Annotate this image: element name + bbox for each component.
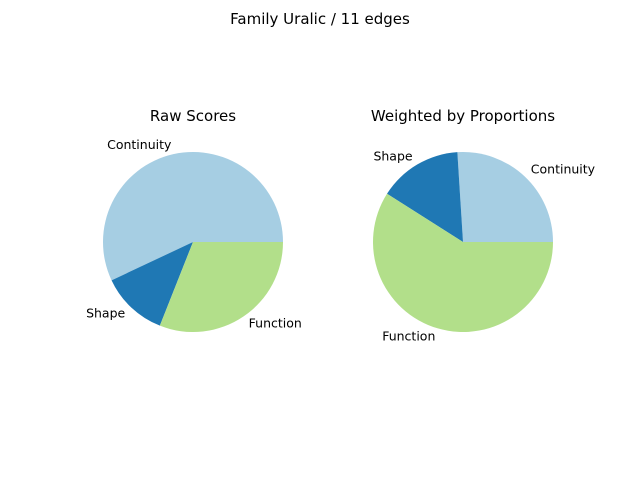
pie-slice-raw-scores-shape (111, 242, 193, 326)
pie-label-raw-scores-shape: Shape (86, 306, 125, 321)
pie-slices-weighted (373, 152, 553, 333)
pie-slice-weighted-shape (387, 152, 463, 242)
pie-labels-raw-scores: Continuity Shape Function (86, 137, 302, 331)
pie-slice-weighted-function (373, 193, 553, 333)
pie-title-raw-scores: Raw Scores (150, 107, 236, 125)
pie-slices-raw-scores (103, 151, 283, 332)
pie-label-raw-scores-continuity: Continuity (107, 137, 172, 152)
pie-chart-weighted: Weighted by Proportions Continuity Shape F… (371, 107, 596, 344)
pie-title-weighted: Weighted by Proportions (371, 107, 555, 125)
pie-label-weighted-continuity: Continuity (531, 161, 596, 176)
pie-chart-raw-scores: Raw Scores Continuity Shape Function (86, 107, 302, 332)
pie-slice-weighted-continuity (457, 152, 553, 242)
pie-slice-raw-scores-continuity (103, 151, 283, 281)
pie-label-raw-scores-function: Function (249, 315, 302, 330)
pie-slice-raw-scores-function (159, 242, 283, 332)
pie-labels-weighted: Continuity Shape Function (373, 148, 595, 343)
pie-label-weighted-shape: Shape (373, 148, 412, 163)
figure-title: Family Uralic / 11 edges (230, 10, 410, 28)
pie-label-weighted-function: Function (382, 329, 435, 344)
